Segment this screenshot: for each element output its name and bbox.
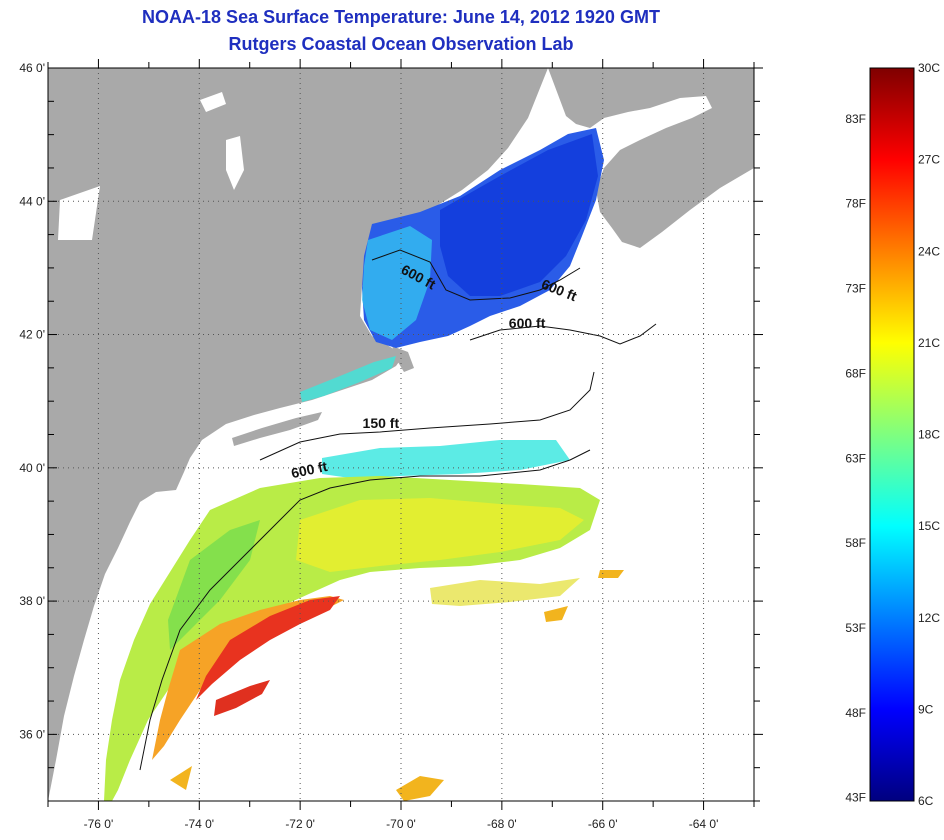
lat-tick-label: 38 0' <box>19 594 45 608</box>
colorbar-celsius-label: 6C <box>918 794 934 808</box>
depth-contours <box>139 249 657 771</box>
map-axes: -76 0' -74 0' -72 0' -70 0' -68 0' -66 0' -64 … <box>19 59 763 831</box>
colorbar-fahrenheit-label: 58F <box>845 536 866 550</box>
lon-tick-label: -72 0' <box>285 817 315 831</box>
figure-subtitle: Rutgers Coastal Ocean Observation Lab <box>228 34 574 54</box>
colorbar-celsius-label: 21C <box>918 336 940 350</box>
land-nova-scotia <box>548 68 754 248</box>
colorbar-labels: 30C 27C 24C 21C 18C 15C 12C 9C 6C 83F 78F 73F 68F 63F… <box>845 61 940 808</box>
land-cape-cod <box>392 346 414 372</box>
sst-gulf-of-maine-cyan <box>362 226 432 340</box>
contour-label: 150 ft <box>363 415 400 431</box>
water-chesapeake-bay <box>86 600 108 720</box>
land-long-island <box>232 412 322 446</box>
lon-tick-label: -76 0' <box>84 817 114 831</box>
sst-south-new-england-cyan <box>322 440 570 478</box>
colorbar-celsius-label: 18C <box>918 428 940 442</box>
colorbar-fahrenheit-label: 73F <box>845 282 866 296</box>
inland-lakes <box>58 92 244 240</box>
graticule <box>48 68 754 801</box>
colorbar-scale <box>869 67 915 802</box>
lat-tick-label: 36 0' <box>19 727 45 741</box>
water-delaware-bay <box>118 548 140 580</box>
colorbar: 30C 27C 24C 21C 18C 15C 12C 9C 6C 83F 78F 73F 68F 63F… <box>845 61 940 808</box>
sst-shelf-warm-yellow <box>296 498 584 572</box>
colorbar-celsius-label: 9C <box>918 702 934 716</box>
lat-tick-label: 46 0' <box>19 61 45 75</box>
sst-gulf-stream-red <box>196 596 340 700</box>
colorbar-fahrenheit-label: 63F <box>845 451 866 465</box>
colorbar-fahrenheit-label: 53F <box>845 621 866 635</box>
contour-label: 600 ft <box>290 458 329 481</box>
sst-scattered-yellow <box>430 578 580 606</box>
land-us-mainland <box>48 68 548 801</box>
lon-tick-label: -70 0' <box>386 817 416 831</box>
isobath-600ft-gulf-of-maine <box>371 249 581 301</box>
lat-tick-label: 44 0' <box>19 194 45 208</box>
lat-tick-label: 40 0' <box>19 461 45 475</box>
colorbar-celsius-label: 24C <box>918 244 940 258</box>
sst-cape-cod-cyan <box>300 356 396 402</box>
sst-green-streaks <box>168 520 260 650</box>
isobath-150ft <box>259 371 595 461</box>
isobath-600ft-shelf-break <box>139 449 591 771</box>
colorbar-fahrenheit-label: 43F <box>845 791 866 805</box>
colorbar-celsius-label: 27C <box>918 153 940 167</box>
lat-tick-label: 42 0' <box>19 328 45 342</box>
contour-label: 600 ft <box>509 315 546 331</box>
colorbar-fahrenheit-label: 83F <box>845 112 866 126</box>
isobath-600ft-georges <box>469 323 657 345</box>
colorbar-fahrenheit-label: 48F <box>845 706 866 720</box>
colorbar-celsius-label: 30C <box>918 61 940 75</box>
lon-tick-label: -68 0' <box>487 817 517 831</box>
colorbar-fahrenheit-label: 68F <box>845 366 866 380</box>
sst-gulf-stream-orange <box>152 596 344 760</box>
figure-title: NOAA-18 Sea Surface Temperature: June 14… <box>142 7 660 27</box>
lon-tick-label: -66 0' <box>588 817 618 831</box>
colorbar-celsius-label: 12C <box>918 611 940 625</box>
lon-tick-label: -74 0' <box>184 817 214 831</box>
lon-tick-label: -64 0' <box>689 817 719 831</box>
sst-gulf-of-maine-core <box>440 134 598 296</box>
colorbar-fahrenheit-label: 78F <box>845 197 866 211</box>
colorbar-celsius-label: 15C <box>918 519 940 533</box>
sst-offshore-red-patch <box>214 680 270 716</box>
